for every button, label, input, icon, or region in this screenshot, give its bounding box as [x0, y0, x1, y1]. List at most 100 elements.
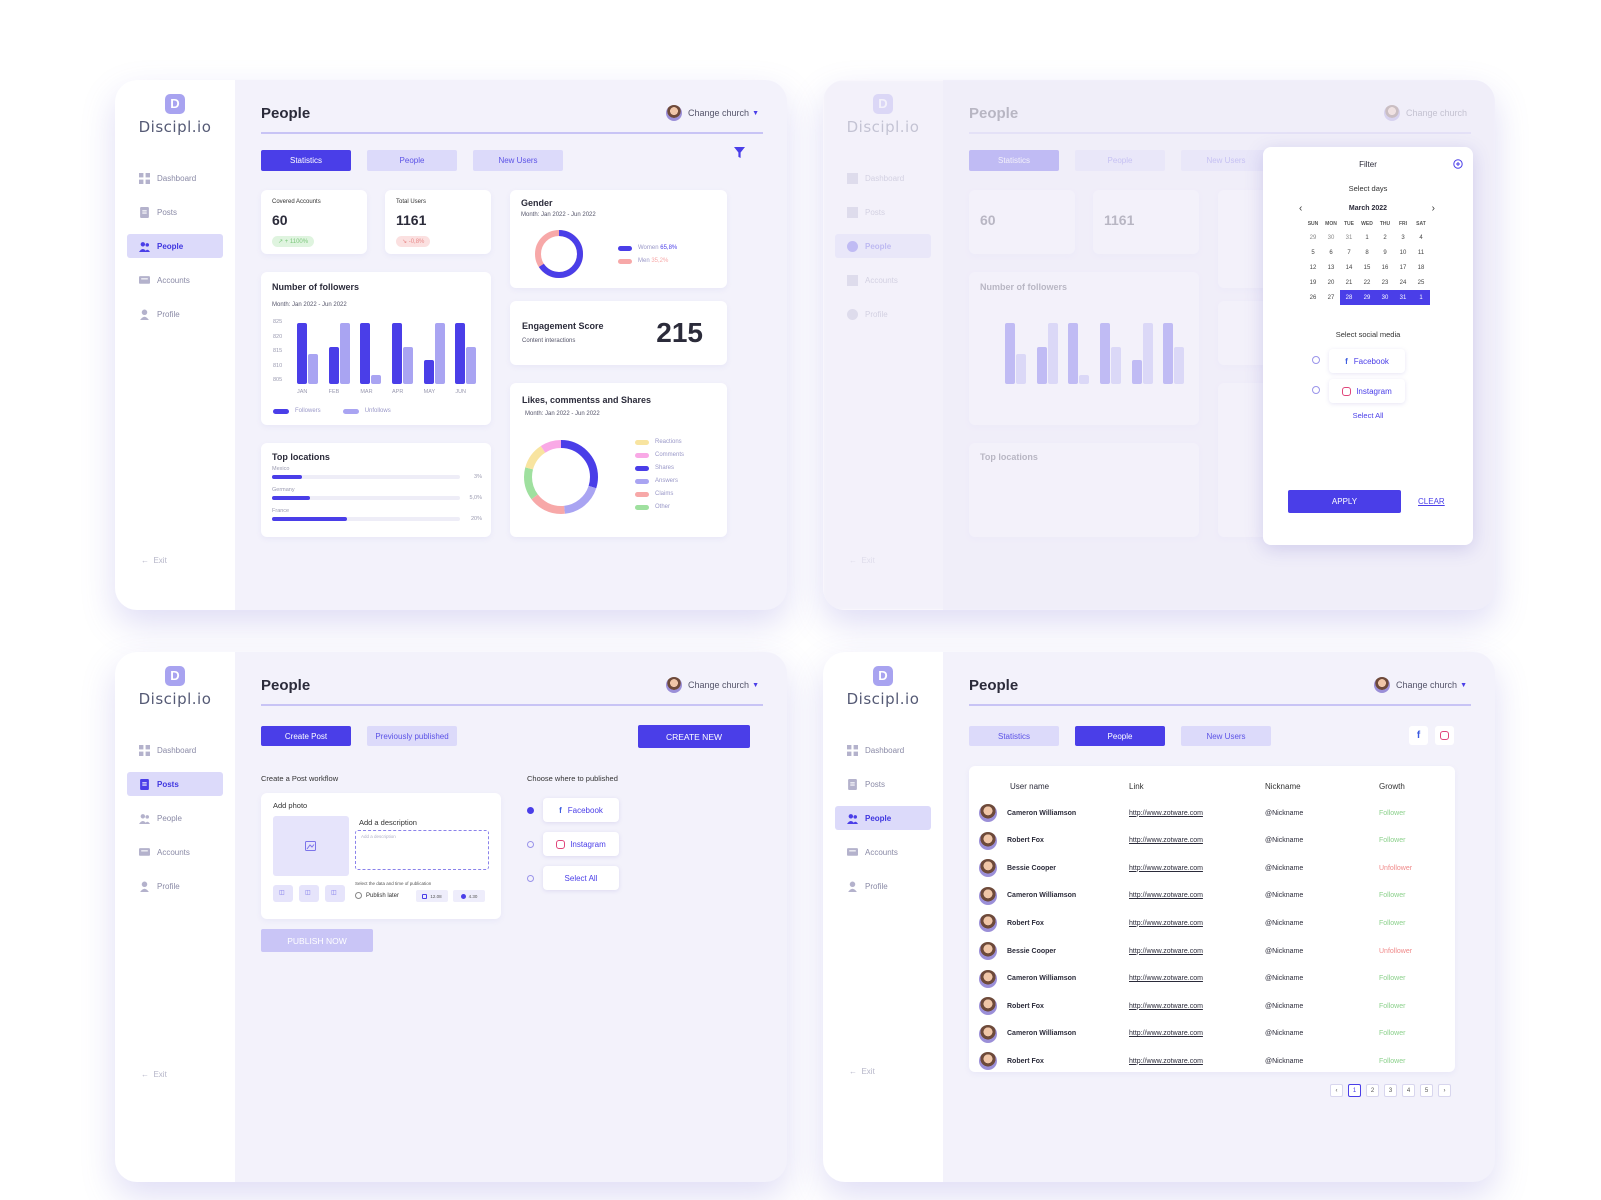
- sidebar-item-dashboard[interactable]: Dashboard: [127, 166, 223, 190]
- next-month-button[interactable]: ›: [1431, 203, 1435, 214]
- instagram-icon[interactable]: [1435, 726, 1454, 745]
- instagram-option[interactable]: Instagram: [543, 832, 619, 856]
- tab-statistics[interactable]: Statistics: [969, 726, 1059, 746]
- table-row[interactable]: Robert Fox http://www.zotware.com @Nicknam…: [979, 827, 1455, 855]
- photo-thumbnail[interactable]: ◫: [325, 885, 345, 902]
- table-row[interactable]: Cameron Williamson http://www.zotware.com…: [979, 882, 1455, 910]
- sidebar-item-posts[interactable]: Posts: [127, 772, 223, 796]
- calendar-day[interactable]: 7: [1347, 249, 1351, 256]
- calendar-day[interactable]: 14: [1345, 264, 1353, 271]
- facebook-option[interactable]: f Facebook: [543, 798, 619, 822]
- date-picker[interactable]: 12.08: [416, 890, 448, 902]
- sidebar-item-dashboard[interactable]: Dashboard: [835, 738, 931, 762]
- close-icon[interactable]: [1453, 159, 1463, 169]
- calendar-day[interactable]: 13: [1327, 264, 1335, 271]
- exit-link[interactable]: ← Exit: [141, 1070, 167, 1079]
- prev-month-button[interactable]: ‹: [1299, 203, 1303, 214]
- publish-later-option[interactable]: Publish later: [355, 892, 399, 899]
- calendar-day[interactable]: 17: [1399, 264, 1407, 271]
- calendar-day[interactable]: 16: [1381, 264, 1389, 271]
- sidebar-item-accounts[interactable]: Accounts: [835, 840, 931, 864]
- select-all-radio[interactable]: [527, 875, 534, 882]
- calendar-day[interactable]: 21: [1345, 279, 1353, 286]
- time-picker[interactable]: 4.30: [453, 890, 485, 902]
- exit-link[interactable]: ← Exit: [849, 1067, 875, 1076]
- tab-create-post[interactable]: Create Post: [261, 726, 351, 746]
- link-cell[interactable]: http://www.zotware.com: [1129, 1002, 1203, 1010]
- tab-people[interactable]: People: [1075, 726, 1165, 746]
- table-row[interactable]: Robert Fox http://www.zotware.com @Nicknam…: [979, 992, 1455, 1020]
- facebook-icon[interactable]: f: [1409, 726, 1428, 745]
- sidebar-item-people[interactable]: People: [127, 806, 223, 830]
- instagram-radio[interactable]: [1312, 386, 1320, 394]
- table-row[interactable]: Bessie Cooper http://www.zotware.com @Nick…: [979, 937, 1455, 965]
- description-input[interactable]: Add a description: [355, 830, 489, 870]
- calendar-day[interactable]: 27: [1327, 294, 1335, 301]
- calendar-day[interactable]: 4: [1419, 234, 1423, 241]
- sidebar-item-accounts[interactable]: Accounts: [127, 268, 223, 292]
- sidebar-item-people[interactable]: People: [127, 234, 223, 258]
- sidebar-item-profile[interactable]: Profile: [127, 874, 223, 898]
- calendar-day[interactable]: 26: [1309, 294, 1317, 301]
- exit-link[interactable]: ← Exit: [141, 556, 167, 565]
- select-all-option[interactable]: Select All: [543, 866, 619, 890]
- calendar-day[interactable]: 1: [1365, 234, 1369, 241]
- calendar-day[interactable]: 23: [1381, 279, 1389, 286]
- calendar-day[interactable]: 24: [1399, 279, 1407, 286]
- instagram-radio[interactable]: [527, 841, 534, 848]
- change-church-dropdown[interactable]: Change church ▼: [666, 105, 759, 121]
- calendar-day[interactable]: 15: [1363, 264, 1371, 271]
- tab-statistics[interactable]: Statistics: [261, 150, 351, 171]
- calendar-day[interactable]: 9: [1383, 249, 1387, 256]
- calendar-day[interactable]: 18: [1417, 264, 1425, 271]
- tab-new-users[interactable]: New Users: [1181, 726, 1271, 746]
- link-cell[interactable]: http://www.zotware.com: [1129, 919, 1203, 927]
- link-cell[interactable]: http://www.zotware.com: [1129, 975, 1203, 983]
- apply-button[interactable]: APPLY: [1288, 490, 1401, 513]
- table-row[interactable]: Cameron Williamson http://www.zotware.com…: [979, 965, 1455, 993]
- link-cell[interactable]: http://www.zotware.com: [1129, 809, 1203, 817]
- calendar-day[interactable]: 6: [1329, 249, 1333, 256]
- calendar-day[interactable]: 31: [1345, 234, 1353, 241]
- calendar-day[interactable]: 11: [1417, 249, 1425, 256]
- facebook-option[interactable]: f Facebook: [1329, 349, 1405, 373]
- sidebar-item-profile[interactable]: Profile: [835, 874, 931, 898]
- sidebar-item-dashboard[interactable]: Dashboard: [127, 738, 223, 762]
- clear-button[interactable]: CLEAR: [1418, 497, 1445, 506]
- facebook-radio[interactable]: [527, 807, 534, 814]
- filter-icon[interactable]: [734, 147, 745, 158]
- calendar-day[interactable]: 28: [1340, 290, 1358, 305]
- tab-new-users[interactable]: New Users: [473, 150, 563, 171]
- calendar-day[interactable]: 25: [1417, 279, 1425, 286]
- page-button[interactable]: 4: [1402, 1084, 1415, 1097]
- calendar-day[interactable]: 29: [1358, 290, 1376, 305]
- create-new-button[interactable]: CREATE NEW: [638, 725, 750, 748]
- calendar-day[interactable]: 3: [1401, 234, 1405, 241]
- sidebar-item-posts[interactable]: Posts: [127, 200, 223, 224]
- change-church-dropdown[interactable]: Change church ▼: [666, 677, 759, 693]
- table-row[interactable]: Robert Fox http://www.zotware.com @Nicknam…: [979, 1047, 1455, 1072]
- calendar-day[interactable]: 31: [1394, 290, 1412, 305]
- page-button[interactable]: 5: [1420, 1084, 1433, 1097]
- calendar-day[interactable]: 29: [1309, 234, 1317, 241]
- link-cell[interactable]: http://www.zotware.com: [1129, 837, 1203, 845]
- instagram-option[interactable]: Instagram: [1329, 379, 1405, 403]
- sidebar-item-posts[interactable]: Posts: [835, 772, 931, 796]
- calendar-day[interactable]: 12: [1309, 264, 1317, 271]
- calendar-day[interactable]: 30: [1327, 234, 1335, 241]
- tab-previously-published[interactable]: Previously published: [367, 726, 457, 746]
- change-church-dropdown[interactable]: Change church ▼: [1374, 677, 1467, 693]
- calendar-day[interactable]: 1: [1412, 290, 1430, 305]
- sidebar-item-people[interactable]: People: [835, 806, 931, 830]
- calendar-day[interactable]: 30: [1376, 290, 1394, 305]
- photo-thumbnail[interactable]: ◫: [299, 885, 319, 902]
- photo-thumbnail[interactable]: ◫: [273, 885, 293, 902]
- sidebar-item-profile[interactable]: Profile: [127, 302, 223, 326]
- table-row[interactable]: Cameron Williamson http://www.zotware.com…: [979, 799, 1455, 827]
- calendar-day[interactable]: 5: [1311, 249, 1315, 256]
- page-button[interactable]: 1: [1348, 1084, 1361, 1097]
- sidebar-item-accounts[interactable]: Accounts: [127, 840, 223, 864]
- prev-page-button[interactable]: ‹: [1330, 1084, 1343, 1097]
- page-button[interactable]: 2: [1366, 1084, 1379, 1097]
- calendar-day[interactable]: 10: [1399, 249, 1407, 256]
